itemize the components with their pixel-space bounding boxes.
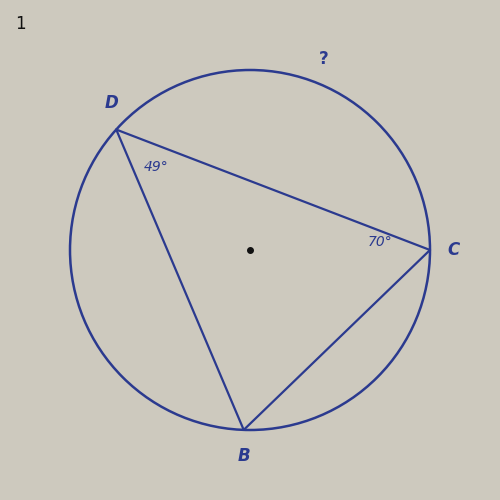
Text: C: C: [448, 241, 460, 259]
Text: B: B: [238, 448, 250, 466]
Text: 1: 1: [15, 15, 26, 33]
Text: ?: ?: [318, 50, 328, 68]
Text: 49°: 49°: [144, 160, 169, 173]
Text: 70°: 70°: [368, 236, 392, 250]
Text: D: D: [104, 94, 118, 112]
